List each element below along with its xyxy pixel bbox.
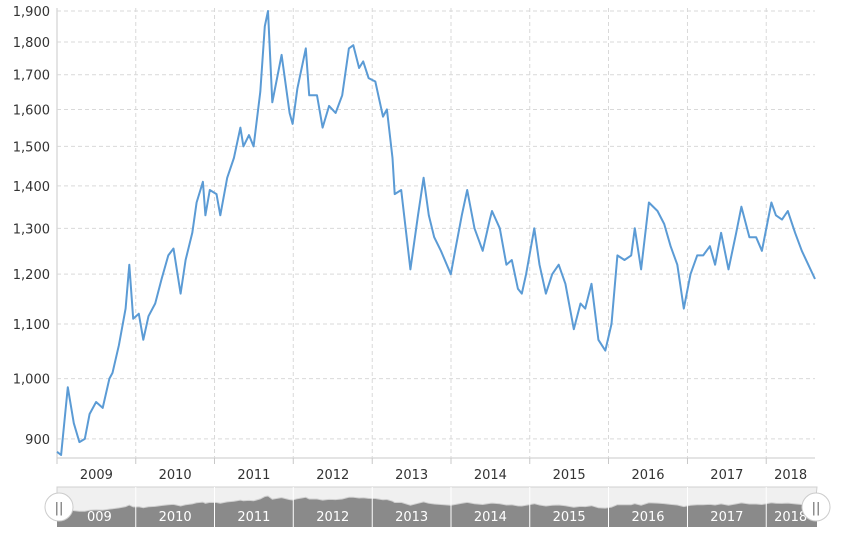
x-tick-label: 2012 <box>316 468 349 483</box>
y-tick-label: 1,200 <box>13 268 50 283</box>
range-navigator[interactable]: 009 2010 2011 2012 2013 2014 2015 2016 2017 2018 |… <box>44 486 831 527</box>
y-tick-label: 1,400 <box>13 180 50 195</box>
x-tick-label: 2014 <box>474 468 507 483</box>
navigator-year-label: 2010 <box>159 510 192 525</box>
y-axis: 900 1,000 1,100 1,200 1,300 1,400 1,500 1,600 1,… <box>13 5 50 448</box>
navigator-year-label: 2015 <box>553 510 586 525</box>
y-tick-label: 1,300 <box>13 222 50 237</box>
navigator-year-label: 2011 <box>237 510 270 525</box>
x-tick-label: 2013 <box>395 468 428 483</box>
handle-knob[interactable] <box>44 492 74 522</box>
handle-grip-icon: || <box>812 501 821 516</box>
navigator-left-handle[interactable]: || <box>44 492 74 522</box>
y-tick-label: 1,000 <box>13 373 50 388</box>
y-tick-label: 1,800 <box>13 36 50 51</box>
gold-price-series-line <box>56 10 816 456</box>
y-tick-label: 1,500 <box>13 140 50 155</box>
x-tick-label: 2015 <box>553 468 586 483</box>
x-tick-label: 2009 <box>80 468 113 483</box>
navigator-year-label: 2014 <box>474 510 507 525</box>
y-tick-label: 1,700 <box>13 69 50 84</box>
y-tick-label: 1,100 <box>13 318 50 333</box>
series-group <box>56 10 816 456</box>
grid-lines <box>56 8 815 459</box>
navigator-year-label: 2017 <box>710 510 743 525</box>
x-tick-label: 2018 <box>774 468 807 483</box>
y-tick-label: 1,600 <box>13 103 50 118</box>
y-tick-label: 900 <box>25 433 50 448</box>
navigator-year-label: 2013 <box>395 510 428 525</box>
y-tick-label: 1,900 <box>13 5 50 20</box>
x-tick-label: 2016 <box>631 468 664 483</box>
navigator-right-handle[interactable]: || <box>801 492 831 522</box>
handle-knob[interactable] <box>801 492 831 522</box>
x-tick-label: 2011 <box>237 468 270 483</box>
x-tick-label: 2010 <box>159 468 192 483</box>
navigator-year-label: 009 <box>87 510 112 525</box>
navigator-mini-series <box>56 486 818 513</box>
handle-grip-icon: || <box>55 501 64 516</box>
x-axis: 2009 2010 2011 2012 2013 2014 2015 2016 2017 2018 <box>56 458 807 483</box>
navigator-year-label: 2016 <box>631 510 664 525</box>
navigator-year-label: 2012 <box>316 510 349 525</box>
navigator-year-label: 2018 <box>774 510 807 525</box>
x-tick-label: 2017 <box>710 468 743 483</box>
